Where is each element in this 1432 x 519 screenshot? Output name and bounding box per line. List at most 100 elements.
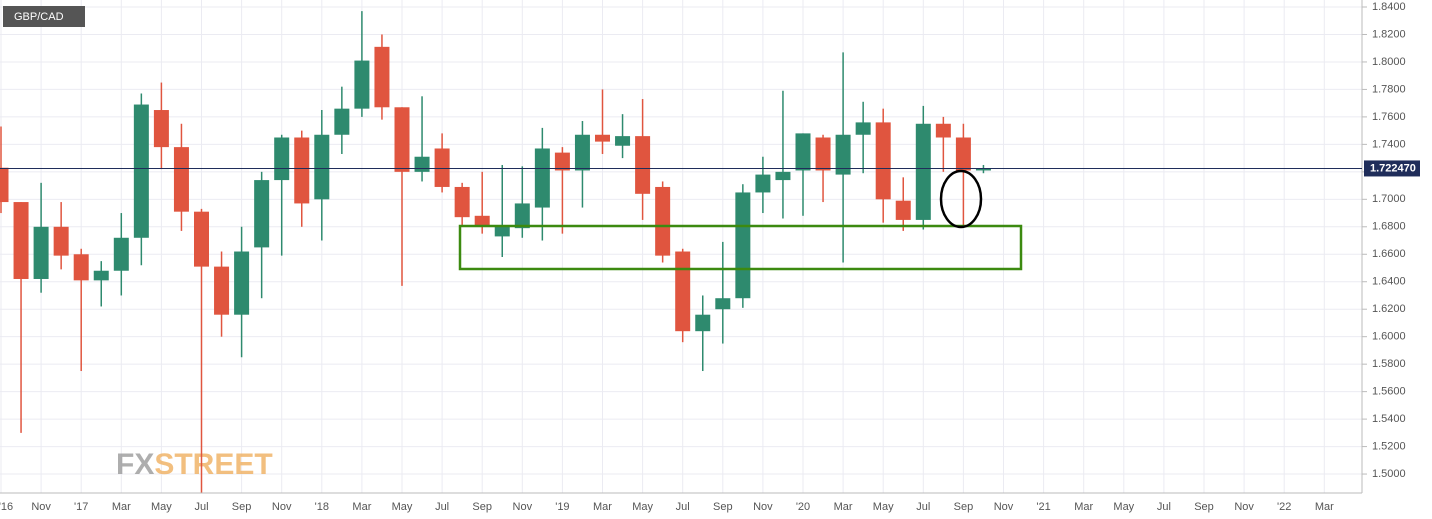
x-tick-label: '18 bbox=[315, 501, 329, 513]
watermark-street: STREET bbox=[154, 448, 272, 481]
y-tick-label: 1.7400 bbox=[1372, 138, 1406, 150]
x-tick-label: Sep bbox=[1194, 501, 1214, 513]
grid bbox=[0, 0, 1362, 493]
x-tick-label: Mar bbox=[834, 501, 853, 513]
x-tick-label: Jul bbox=[676, 501, 690, 513]
x-tick-label: Mar bbox=[352, 501, 371, 513]
x-tick-label: Mar bbox=[112, 501, 131, 513]
last-price-label: 1.722470 bbox=[1370, 162, 1416, 174]
candle-body bbox=[0, 167, 9, 203]
x-tick-label: Mar bbox=[1315, 501, 1334, 513]
x-tick-label: Nov bbox=[1234, 501, 1254, 513]
x-tick-label: Sep bbox=[713, 501, 733, 513]
candle-body bbox=[354, 60, 370, 109]
candle-body bbox=[935, 123, 951, 138]
x-tick-label: Sep bbox=[954, 501, 974, 513]
candle-body bbox=[334, 108, 350, 135]
candle-body bbox=[93, 270, 109, 281]
candle-body bbox=[314, 134, 330, 200]
candle-body bbox=[294, 137, 310, 204]
candle-body bbox=[895, 200, 911, 220]
x-tick-label: '16 bbox=[0, 501, 13, 513]
candle-body bbox=[374, 46, 390, 108]
candle-body bbox=[194, 211, 209, 267]
axes: 1.5000 1.5200 1.5400 1.5600 1.5800 1.6000 1.62… bbox=[0, 1, 1420, 513]
x-tick-label: Nov bbox=[753, 501, 773, 513]
candle-body bbox=[615, 136, 631, 146]
x-tick-label: '22 bbox=[1277, 501, 1291, 513]
x-tick-label: Nov bbox=[513, 501, 533, 513]
candle-body bbox=[214, 266, 230, 315]
candles bbox=[0, 11, 991, 493]
candle-body bbox=[815, 137, 831, 171]
candle-body bbox=[635, 136, 651, 194]
y-tick-label: 1.6600 bbox=[1372, 248, 1406, 260]
candle-body bbox=[53, 226, 69, 256]
x-tick-label: Nov bbox=[994, 501, 1014, 513]
x-tick-label: Jul bbox=[1157, 501, 1171, 513]
candle-body bbox=[13, 202, 29, 279]
candle-body bbox=[915, 123, 931, 220]
candle-body bbox=[695, 314, 711, 332]
candle-body bbox=[975, 168, 991, 171]
candle-body bbox=[133, 104, 149, 238]
y-tick-label: 1.5400 bbox=[1372, 413, 1406, 425]
x-tick-label: '19 bbox=[555, 501, 569, 513]
candle-body bbox=[775, 171, 791, 181]
y-tick-label: 1.7800 bbox=[1372, 83, 1406, 95]
x-tick-label: Jul bbox=[194, 501, 208, 513]
candle-body bbox=[715, 298, 731, 310]
x-tick-label: Nov bbox=[272, 501, 292, 513]
candle-body bbox=[595, 134, 610, 142]
x-tick-label: May bbox=[151, 501, 172, 513]
candle-body bbox=[434, 148, 450, 187]
candle-body bbox=[795, 133, 811, 171]
last-price-tag bbox=[1364, 160, 1420, 177]
candle-body bbox=[955, 137, 971, 171]
x-tick-label: Nov bbox=[31, 501, 51, 513]
x-tick-label: Jul bbox=[435, 501, 449, 513]
support-box bbox=[458, 224, 1023, 271]
watermark: FXSTREET bbox=[116, 448, 273, 481]
candle-body bbox=[554, 152, 570, 171]
candle-body bbox=[454, 186, 470, 218]
watermark-fx: FX bbox=[116, 448, 154, 481]
y-tick-label: 1.5200 bbox=[1372, 440, 1406, 452]
y-tick-label: 1.6800 bbox=[1372, 221, 1406, 233]
candle-body bbox=[274, 137, 290, 181]
x-tick-label: May bbox=[632, 501, 653, 513]
y-tick-label: 1.8000 bbox=[1372, 56, 1406, 68]
candle-body bbox=[835, 134, 851, 175]
candle-body bbox=[735, 192, 751, 299]
candle-body bbox=[394, 107, 410, 172]
candle-body bbox=[73, 254, 89, 281]
title-box bbox=[3, 6, 85, 27]
x-tick-label: Jul bbox=[916, 501, 930, 513]
candle-body bbox=[855, 122, 871, 135]
x-tick-label: '21 bbox=[1036, 501, 1050, 513]
candle-body bbox=[173, 147, 189, 212]
highlight-ellipse bbox=[939, 169, 983, 229]
y-tick-label: 1.5000 bbox=[1372, 468, 1406, 480]
y-tick-label: 1.8200 bbox=[1372, 28, 1406, 40]
candle-body bbox=[755, 174, 771, 193]
y-tick-label: 1.5800 bbox=[1372, 358, 1406, 370]
x-tick-label: May bbox=[1113, 501, 1134, 513]
candle-body bbox=[414, 156, 430, 172]
x-tick-label: '20 bbox=[796, 501, 810, 513]
x-tick-label: Mar bbox=[593, 501, 612, 513]
candle-body bbox=[514, 203, 530, 229]
candle-body bbox=[254, 180, 270, 248]
x-tick-label: '17 bbox=[74, 501, 88, 513]
y-tick-label: 1.5600 bbox=[1372, 386, 1406, 398]
candle-body bbox=[153, 110, 169, 148]
y-tick-label: 1.6200 bbox=[1372, 303, 1406, 315]
y-tick-label: 1.7600 bbox=[1372, 111, 1406, 123]
candle-body bbox=[494, 226, 510, 237]
y-tick-label: 1.7000 bbox=[1372, 193, 1406, 205]
candle-body bbox=[33, 226, 49, 279]
candle-body bbox=[474, 215, 490, 226]
x-tick-label: Mar bbox=[1074, 501, 1093, 513]
